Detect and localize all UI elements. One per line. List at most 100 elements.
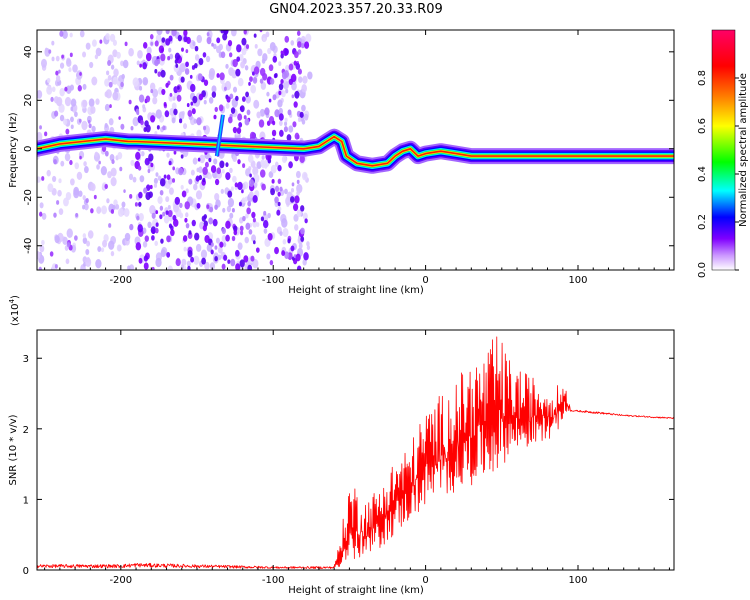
noise-blob — [37, 251, 41, 260]
noise-blob — [54, 264, 58, 269]
noise-blob — [264, 107, 270, 116]
noise-blob — [258, 119, 265, 128]
noise-blob — [117, 151, 123, 160]
noise-blob — [243, 30, 247, 35]
noise-blob — [296, 190, 300, 196]
noise-blob — [234, 182, 238, 188]
x-tick-label: -200 — [109, 575, 132, 586]
noise-blob — [277, 99, 283, 108]
noise-blob — [260, 216, 265, 222]
noise-blob — [129, 193, 133, 199]
noise-blob — [200, 249, 208, 259]
noise-blob — [271, 129, 277, 137]
noise-blob — [37, 176, 41, 183]
noise-blob — [284, 35, 290, 43]
colorbar: 0.0 0.2 0.4 0.6 0.8 Normalized spectral ampl… — [697, 29, 749, 278]
noise-blob — [155, 222, 159, 227]
noise-blob — [201, 257, 206, 265]
noise-blob — [66, 241, 71, 248]
noise-blob — [220, 188, 224, 194]
noise-blob — [175, 63, 179, 68]
noise-blob — [188, 230, 192, 235]
noise-blob — [166, 251, 171, 258]
x-tick-label: 100 — [568, 275, 587, 286]
noise-blob — [221, 235, 227, 243]
noise-blob — [278, 61, 282, 66]
noise-blob — [54, 235, 60, 244]
noise-blob — [196, 117, 202, 126]
noise-blob — [140, 119, 144, 126]
noise-blob — [277, 201, 281, 207]
noise-blob — [100, 247, 105, 253]
noise-blob — [82, 195, 86, 201]
noise-blob — [120, 123, 125, 130]
noise-blob — [65, 258, 70, 265]
noise-blob — [183, 35, 188, 43]
noise-blob — [112, 204, 116, 210]
snr-ticks: -200 -100 0 100 0 1 2 3 — [23, 330, 674, 586]
noise-blob — [277, 191, 281, 197]
noise-blob — [86, 240, 91, 247]
noise-blob — [100, 166, 107, 176]
noise-blob — [77, 84, 82, 92]
noise-blob — [191, 108, 196, 115]
noise-blob — [166, 152, 170, 158]
noise-blob — [229, 93, 234, 100]
noise-blob — [257, 48, 263, 57]
noise-blob — [132, 77, 139, 87]
noise-blob — [206, 204, 210, 209]
noise-blob — [168, 35, 173, 42]
noise-blob — [142, 104, 146, 109]
snr-line — [37, 336, 674, 569]
noise-blob — [213, 114, 217, 120]
noise-blob — [98, 160, 101, 165]
noise-blob — [82, 237, 88, 244]
noise-blob — [203, 99, 207, 105]
colorbar-tick-label: 0.0 — [697, 262, 708, 278]
noise-blob — [210, 165, 217, 174]
noise-blob — [206, 243, 213, 252]
noise-blob — [155, 257, 162, 268]
noise-blob — [64, 96, 72, 107]
noise-blob — [225, 172, 231, 181]
noise-blob — [300, 227, 305, 235]
noise-blob — [289, 196, 295, 203]
noise-blob — [287, 238, 291, 244]
noise-blob — [56, 96, 63, 107]
noise-blob — [194, 54, 200, 61]
noise-blob — [167, 205, 171, 210]
noise-blob — [183, 30, 188, 37]
noise-blob — [296, 179, 300, 184]
noise-blob — [151, 266, 155, 270]
noise-blob — [135, 151, 141, 160]
noise-blob — [240, 230, 244, 236]
noise-blob — [94, 151, 99, 158]
noise-blob — [168, 187, 174, 195]
noise-blob — [210, 249, 214, 255]
noise-blob — [68, 67, 72, 73]
noise-blob — [162, 211, 166, 217]
noise-blob — [70, 116, 74, 123]
noise-blob — [155, 210, 159, 215]
noise-blob — [44, 131, 48, 137]
x-tick-label: -200 — [109, 275, 132, 286]
noise-blob — [233, 225, 238, 232]
noise-blob — [119, 166, 123, 172]
noise-blob — [55, 75, 61, 82]
noise-blob — [194, 45, 199, 52]
noise-blob — [274, 109, 280, 118]
noise-blob — [255, 247, 260, 253]
noise-blob — [82, 204, 86, 210]
noise-blob — [165, 210, 169, 215]
noise-blob — [144, 235, 149, 242]
noise-blob — [185, 61, 189, 68]
noise-blob — [230, 258, 236, 267]
noise-blob — [153, 183, 158, 188]
noise-blob — [147, 168, 151, 174]
colorbar-tick-label: 0.2 — [697, 214, 708, 230]
noise-blob — [85, 249, 90, 255]
noise-blob — [51, 86, 56, 93]
noise-blob — [193, 255, 200, 265]
noise-blob — [298, 242, 303, 249]
noise-blob — [253, 99, 260, 109]
